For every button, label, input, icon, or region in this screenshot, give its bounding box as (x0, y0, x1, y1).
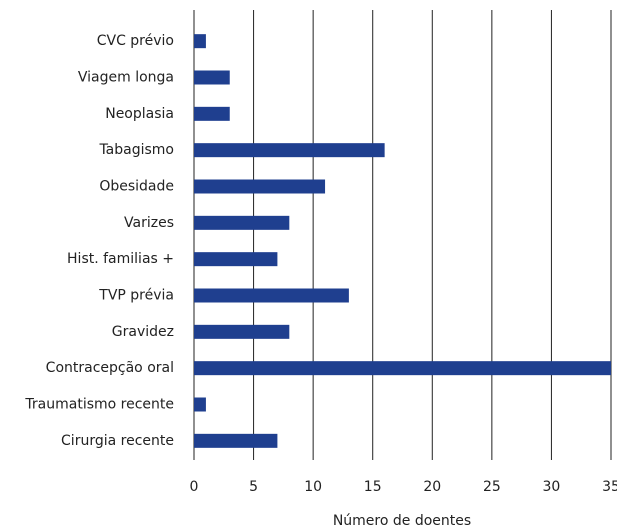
x-tick-label: 0 (190, 479, 199, 495)
y-tick-label: Neoplasia (105, 106, 174, 122)
y-tick-label: Gravidez (112, 324, 174, 340)
y-tick-label: Tabagismo (98, 142, 174, 158)
bar (194, 34, 206, 49)
x-tick-label: 5 (249, 479, 258, 495)
bar (194, 70, 230, 85)
y-tick-label: Obesidade (99, 179, 174, 195)
y-tick-label: TVP prévia (98, 288, 174, 304)
y-tick-label: Viagem longa (78, 70, 174, 86)
x-tick-label: 15 (364, 479, 382, 495)
y-tick-label: Varizes (124, 215, 174, 231)
bar (194, 288, 349, 303)
x-tick-label: 20 (423, 479, 441, 495)
y-tick-label: Contracepção oral (46, 360, 174, 376)
y-tick-label: Hist. familias + (67, 251, 174, 267)
bar (194, 106, 230, 121)
y-tick-label: CVC prévio (97, 33, 174, 49)
bar (194, 252, 278, 267)
bar (194, 179, 326, 194)
x-tick-label: 10 (304, 479, 322, 495)
bar (194, 433, 278, 448)
x-tick-label: 25 (483, 479, 501, 495)
x-axis-label: Número de doentes (333, 513, 471, 529)
bar (194, 361, 611, 376)
y-tick-label: Traumatismo recente (24, 397, 174, 413)
bar (194, 324, 290, 339)
y-tick-label: Cirurgia recente (61, 433, 174, 449)
x-tick-label: 35 (602, 479, 617, 495)
bar (194, 215, 290, 230)
x-tick-label: 30 (543, 479, 561, 495)
bar (194, 397, 206, 412)
bar (194, 143, 385, 158)
